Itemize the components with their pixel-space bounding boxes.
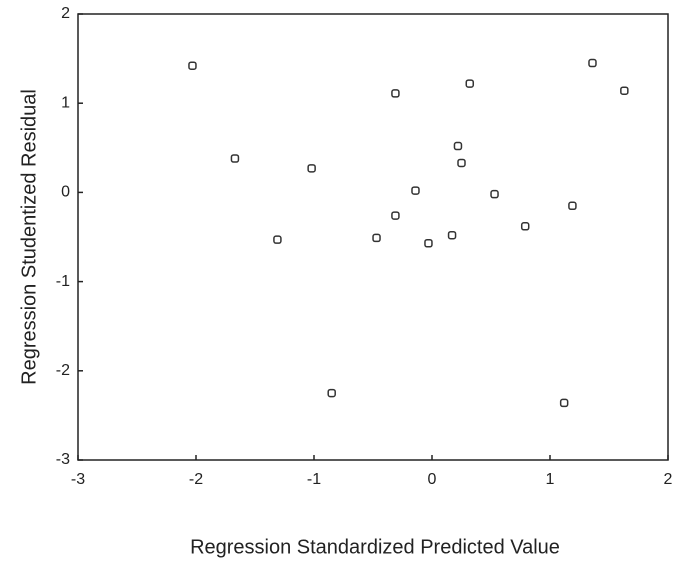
point bbox=[231, 155, 238, 162]
point bbox=[425, 240, 432, 247]
x-tick-label: 1 bbox=[546, 471, 555, 488]
point bbox=[491, 191, 498, 198]
x-axis-title: Regression Standardized Predicted Value bbox=[190, 536, 560, 558]
point bbox=[589, 60, 596, 67]
point bbox=[621, 87, 628, 94]
point bbox=[412, 187, 419, 194]
y-tick-label: -2 bbox=[56, 362, 70, 379]
point bbox=[458, 159, 465, 166]
y-axis-title: Regression Studentized Residual bbox=[18, 89, 40, 385]
point bbox=[522, 223, 529, 230]
point bbox=[561, 399, 568, 406]
y-tick-label: 0 bbox=[61, 184, 70, 201]
x-tick-label: -3 bbox=[71, 471, 85, 488]
point bbox=[189, 62, 196, 69]
point bbox=[373, 234, 380, 241]
x-tick-label: 2 bbox=[664, 471, 673, 488]
x-tick-label: -2 bbox=[189, 471, 203, 488]
y-tick-label: -1 bbox=[56, 273, 70, 290]
chart: Regression Standardized Predicted Value … bbox=[0, 0, 675, 563]
point bbox=[392, 90, 399, 97]
y-tick-label: 1 bbox=[61, 94, 70, 111]
y-tick-label: -3 bbox=[56, 451, 70, 468]
point bbox=[274, 236, 281, 243]
point bbox=[449, 232, 456, 239]
x-tick-label: -1 bbox=[307, 471, 321, 488]
point bbox=[466, 80, 473, 87]
point bbox=[454, 143, 461, 150]
point bbox=[392, 212, 399, 219]
x-tick-label: 0 bbox=[428, 471, 437, 488]
point bbox=[308, 165, 315, 172]
y-tick-label: 2 bbox=[61, 5, 70, 22]
point bbox=[328, 390, 335, 397]
point bbox=[569, 202, 576, 209]
